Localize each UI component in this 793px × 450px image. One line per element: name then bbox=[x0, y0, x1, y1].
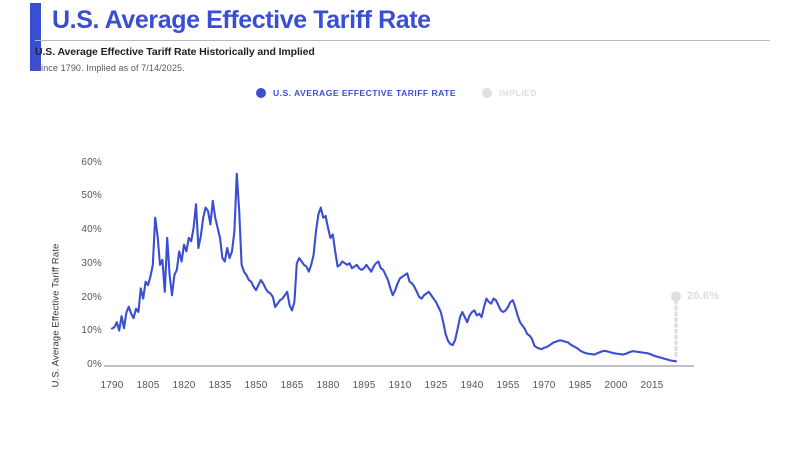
legend-swatch-icon bbox=[482, 88, 493, 98]
chart-legend: U.S. AVERAGE EFFECTIVE TARIFF RATE IMPLI… bbox=[0, 88, 793, 98]
x-axis-tick: 1805 bbox=[136, 380, 160, 391]
y-axis-tick: 60% bbox=[81, 156, 102, 168]
chart-subtitle: U.S. Average Effective Tariff Rate Histo… bbox=[35, 46, 315, 58]
chart-source-note: Since 1790. Implied as of 7/14/2025. bbox=[35, 63, 185, 73]
x-axis-tick: 2000 bbox=[604, 380, 628, 391]
legend-item-tariff-rate[interactable]: U.S. AVERAGE EFFECTIVE TARIFF RATE bbox=[255, 88, 457, 98]
x-axis-tick: 1820 bbox=[172, 380, 196, 391]
header-divider bbox=[35, 40, 770, 41]
x-axis-tick: 1865 bbox=[280, 380, 304, 391]
x-axis-tick: 1835 bbox=[208, 380, 232, 391]
x-axis-tick: 1850 bbox=[244, 380, 268, 391]
legend-label-implied: IMPLIED bbox=[499, 88, 538, 98]
y-axis-tick: 50% bbox=[81, 190, 102, 202]
legend-item-implied[interactable]: IMPLIED bbox=[482, 88, 537, 98]
header-accent-bar bbox=[30, 3, 41, 71]
x-axis-tick: 1925 bbox=[424, 380, 448, 391]
x-axis-tick: 1985 bbox=[568, 380, 592, 391]
y-axis-tick: 20% bbox=[81, 291, 102, 303]
implied-marker-icon bbox=[671, 291, 681, 302]
x-axis-tick: 1880 bbox=[316, 380, 340, 391]
legend-label-tariff-rate: U.S. AVERAGE EFFECTIVE TARIFF RATE bbox=[272, 88, 457, 98]
page-header: U.S. Average Effective Tariff Rate U.S. … bbox=[0, 0, 793, 73]
y-axis-tick: 0% bbox=[87, 359, 102, 370]
x-axis-tick: 1910 bbox=[388, 380, 412, 391]
chart-container: U.S. Average Effective Tariff Rate 0% 10%… bbox=[0, 118, 793, 418]
x-axis-tick: 1940 bbox=[460, 380, 484, 391]
x-axis-tick: 1895 bbox=[352, 380, 376, 391]
x-axis-tick: 2015 bbox=[640, 380, 664, 391]
x-axis-tick: 1790 bbox=[100, 380, 124, 391]
y-axis-tick: 10% bbox=[81, 325, 102, 337]
y-axis-tick: 40% bbox=[81, 224, 102, 236]
chart-plot bbox=[104, 172, 694, 367]
page-title: U.S. Average Effective Tariff Rate bbox=[52, 6, 431, 34]
implied-value-label: 20.6% bbox=[687, 289, 720, 302]
series-line-tariff-rate bbox=[110, 172, 678, 363]
x-axis-tick: 1970 bbox=[532, 380, 556, 391]
x-axis-tick: 1955 bbox=[496, 380, 520, 391]
y-axis-tick: 30% bbox=[81, 257, 102, 269]
legend-swatch-icon bbox=[255, 88, 266, 98]
